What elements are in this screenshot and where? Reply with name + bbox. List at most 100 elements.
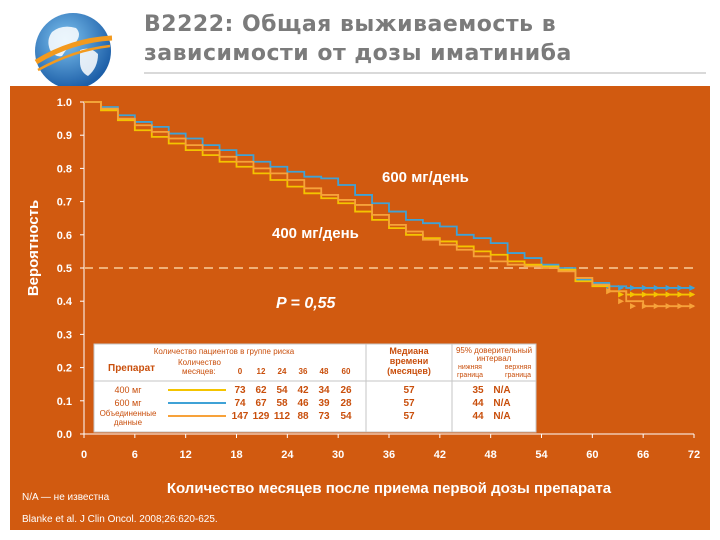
table-row-ci-lower: 44 <box>472 411 484 422</box>
y-tick-label: 0.0 <box>57 429 72 441</box>
y-tick-label: 0.7 <box>57 197 72 209</box>
table-header-median: времени <box>390 356 429 366</box>
table-row-ci-upper: N/A <box>493 411 510 422</box>
table-header-ci-upper: верхняя <box>505 364 532 371</box>
x-axis-title: Количество месяцев после приема первой д… <box>167 480 612 497</box>
table-month-header: 36 <box>299 367 308 376</box>
table-row-count: 74 <box>234 398 246 409</box>
censor-mark <box>689 284 696 291</box>
table-row-ci-lower: 44 <box>472 398 484 409</box>
table-header-ci: 95% доверительный <box>456 346 532 355</box>
y-tick-label: 0.4 <box>57 296 73 308</box>
table-header-ci-upper: граница <box>505 372 531 379</box>
y-axis-title: Вероятность <box>25 200 42 296</box>
x-tick-label: 30 <box>332 449 344 461</box>
censor-mark <box>618 284 625 291</box>
censor-mark <box>677 284 684 291</box>
censor-mark <box>618 298 625 305</box>
table-group-header: Количество пациентов в группе риска <box>154 347 295 356</box>
label-400mg: 400 мг/день <box>272 225 359 242</box>
table-row-drug: Объединенные <box>100 409 157 418</box>
censor-mark <box>630 303 636 310</box>
table-header-ci-lower: граница <box>457 372 483 379</box>
citation: Blanke et al. J Clin Oncol. 2008;26:620-… <box>22 514 218 525</box>
table-row-count: 34 <box>318 385 330 396</box>
p-value-label: P = 0,55 <box>276 295 337 312</box>
table-header-median: Медиана <box>389 346 429 356</box>
censor-mark <box>677 303 684 310</box>
y-tick-label: 0.5 <box>57 263 72 275</box>
x-tick-label: 42 <box>434 449 446 461</box>
title-divider <box>144 72 706 74</box>
table-header-ci-lower: нижняя <box>458 364 482 371</box>
table-row-count: 147 <box>232 411 249 422</box>
censor-mark <box>641 303 648 310</box>
table-row-count: 67 <box>255 398 267 409</box>
censor-mark <box>641 291 648 298</box>
table-row-count: 54 <box>340 411 352 422</box>
table-header-count: Количество <box>178 358 222 367</box>
table-header-months: месяцев: <box>182 367 216 376</box>
y-tick-label: 0.1 <box>57 396 72 408</box>
table-header-median: (месяцев) <box>387 366 431 376</box>
x-tick-label: 12 <box>180 449 192 461</box>
censor-mark <box>689 291 696 298</box>
series-line-2 <box>84 101 694 296</box>
table-row-drug: 600 мг <box>115 398 143 408</box>
table-row-ci-lower: 35 <box>472 385 484 396</box>
censor-mark <box>618 291 625 298</box>
label-600mg: 600 мг/день <box>382 169 469 186</box>
table-row-count: 39 <box>318 398 330 409</box>
table-row-ci-upper: N/A <box>493 385 510 396</box>
table-row-count: 26 <box>340 385 352 396</box>
x-tick-label: 0 <box>81 449 87 461</box>
table-header-drug: Препарат <box>108 363 155 374</box>
x-tick-label: 66 <box>637 449 649 461</box>
y-tick-label: 0.6 <box>57 230 72 242</box>
survival-chart: 0.0 0.1 0.2 0.3 0.4 0.5 0.6 0.7 0.8 0.9 1.0 0 6 12 18 2… <box>25 97 700 497</box>
series-line-3 <box>84 101 694 308</box>
table-month-header: 12 <box>257 367 266 376</box>
table-row-count: 129 <box>253 411 270 422</box>
censor-mark <box>677 291 684 298</box>
y-tick-label: 1.0 <box>57 97 72 109</box>
x-tick-label: 60 <box>586 449 598 461</box>
table-row-ci-upper: N/A <box>493 398 510 409</box>
table-month-header: 48 <box>320 367 329 376</box>
table-row-count: 73 <box>318 411 330 422</box>
censor-mark <box>630 291 636 298</box>
censor-mark <box>653 284 660 291</box>
censor-mark <box>665 284 672 291</box>
footnote: N/A — не известна <box>22 492 110 503</box>
table-row-count: 88 <box>297 411 309 422</box>
chart-panel: 0.0 0.1 0.2 0.3 0.4 0.5 0.6 0.7 0.8 0.9 1.0 0 6 12 18 2… <box>10 86 710 530</box>
table-row-count: 42 <box>297 385 309 396</box>
risk-table <box>93 343 537 433</box>
table-row-median: 57 <box>403 398 415 409</box>
page-title-line-2: зависимости от дозы иматиниба <box>144 41 572 66</box>
y-tick-label: 0.3 <box>57 329 72 341</box>
censor-mark <box>689 303 696 310</box>
y-tick-label: 0.8 <box>57 163 72 175</box>
censor-mark <box>641 284 648 291</box>
series-line-1 <box>84 101 694 289</box>
page-title-line-1: B2222: Общая выживаемость в <box>144 12 557 37</box>
table-month-header: 60 <box>342 367 351 376</box>
table-row-count: 62 <box>255 385 267 396</box>
x-tick-label: 18 <box>230 449 242 461</box>
table-row-median: 57 <box>403 385 415 396</box>
table-row-count: 28 <box>340 398 352 409</box>
y-tick-label: 0.9 <box>57 130 72 142</box>
table-row-drug: 400 мг <box>115 385 143 395</box>
table-header-ci: интервал <box>477 354 512 363</box>
table-row-median: 57 <box>403 411 415 422</box>
table-row-count: 73 <box>234 385 246 396</box>
x-tick-label: 48 <box>485 449 497 461</box>
censor-mark <box>606 288 613 295</box>
censor-mark <box>653 291 660 298</box>
censor-mark <box>653 303 660 310</box>
table-row-count: 58 <box>276 398 288 409</box>
table-row-drug: данные <box>114 418 143 427</box>
table-month-header: 24 <box>278 367 287 376</box>
table-row-count: 54 <box>276 385 288 396</box>
